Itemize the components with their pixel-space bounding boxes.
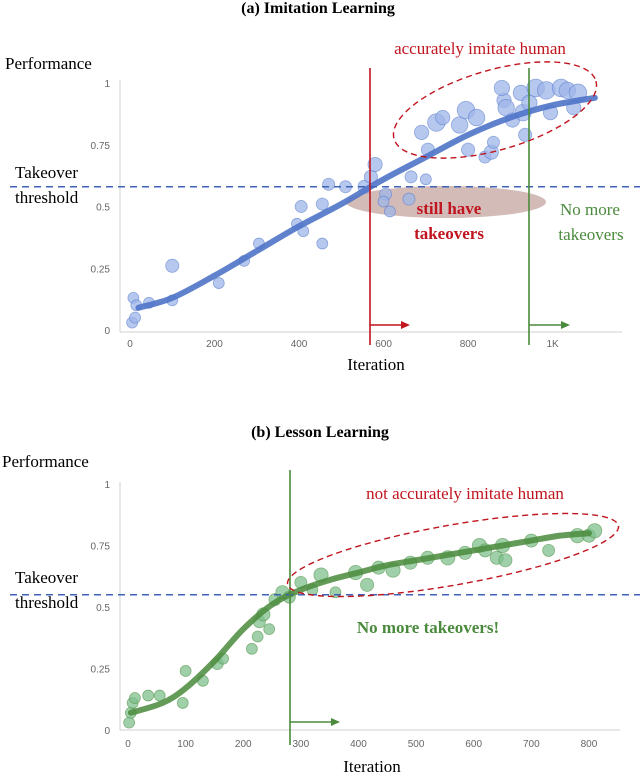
chart-b-x-tick-label: 500: [408, 739, 425, 750]
chart-a-point: [493, 79, 510, 97]
chart-a-y-tick-label: 0: [104, 326, 110, 337]
chart-a-title: (a) Imitation Learning: [241, 0, 395, 17]
chart-a-y-tick-labels: 0 0.25 0.5 0.75 1: [91, 79, 111, 337]
chart-a-cluster-ellipse: [392, 61, 598, 159]
chart-a-x-tick-label: 400: [291, 339, 308, 350]
chart-b-x-tick-label: 400: [350, 739, 367, 750]
chart-a-x-tick-label: 600: [375, 339, 392, 350]
chart-b-point: [251, 630, 264, 643]
chart-a-red-arrow: [370, 321, 410, 329]
chart-b-threshold-label-line1: Takeover: [15, 568, 78, 587]
chart-b-x-tick-labels: 0 100 200 300 400 500 600 700 800: [125, 739, 598, 750]
chart-b-title: (b) Lesson Learning: [251, 424, 389, 441]
chart-a-point: [129, 311, 141, 324]
chart-a-annotation-middle-line1: still have: [417, 199, 482, 218]
chart-b-point: [142, 689, 155, 702]
chart-b-cluster-ellipse: [286, 512, 620, 598]
chart-b-y-tick-label: 0.75: [91, 542, 111, 553]
chart-b-green-arrow: [290, 718, 340, 726]
chart-a-threshold-label-line2: threshold: [15, 188, 79, 207]
chart-a-y-tick-label: 0.5: [96, 203, 110, 214]
chart-a-annotation-right-line2: takeovers: [558, 225, 623, 244]
chart-a-point: [315, 197, 329, 211]
chart-a-point: [367, 156, 383, 173]
chart-b-y-tick-label: 0: [104, 726, 110, 737]
chart-a-point: [377, 195, 390, 208]
chart-b-x-tick-label: 100: [177, 739, 194, 750]
chart-a-takeover-shade: [346, 186, 546, 218]
chart-a-x-tick-label: 0: [127, 339, 133, 350]
chart-a-point: [384, 205, 396, 218]
chart-a-x-tick-label: 800: [460, 339, 477, 350]
chart-a-annotation-top: accurately imitate human: [394, 39, 566, 58]
chart-b-x-tick-label: 700: [523, 739, 540, 750]
chart-a-y-tick-label: 1: [104, 79, 110, 90]
chart-a-point: [322, 177, 336, 191]
chart-a-point: [402, 192, 416, 206]
chart-a-annotation-right-line1: No more: [560, 200, 620, 219]
chart-b-y-tick-label: 0.5: [96, 603, 110, 614]
chart-a-xlabel: Iteration: [347, 355, 405, 374]
chart-a-x-tick-label: 200: [206, 339, 223, 350]
chart-a-point: [435, 110, 451, 126]
chart-a-y-tick-label: 0.75: [91, 141, 111, 152]
chart-a-x-tick-labels: 0 200 400 600 800 1K: [127, 339, 559, 350]
chart-b-point: [129, 692, 141, 704]
chart-a-point: [486, 135, 500, 149]
panel-lesson-learning: (b) Lesson Learning Performance Takeover…: [2, 424, 640, 774]
chart-b-annotation-middle: No more takeovers!: [357, 618, 499, 637]
chart-b-point: [245, 642, 258, 655]
chart-b-x-tick-label: 300: [293, 739, 310, 750]
chart-b-point: [498, 553, 513, 568]
chart-b-point: [176, 697, 189, 709]
chart-a-point: [419, 173, 432, 186]
chart-a-x-tick-label: 1K: [546, 339, 559, 350]
chart-b-trend-line: [127, 530, 592, 716]
chart-b-x-tick-label: 600: [465, 739, 482, 750]
chart-a-y-tick-label: 0.25: [91, 264, 111, 275]
chart-a-green-arrow: [529, 321, 570, 329]
chart-b-x-tick-label: 800: [581, 739, 598, 750]
chart-b-point: [123, 716, 136, 729]
chart-b-x-tick-label: 0: [125, 739, 131, 750]
chart-a-trend-line: [135, 94, 598, 311]
chart-a-point: [414, 124, 430, 140]
panel-imitation-learning: (a) Imitation Learning Performance Takeo…: [5, 0, 640, 374]
chart-a-point: [294, 200, 308, 213]
chart-b-y-tick-label: 0.25: [91, 665, 111, 676]
chart-a-annotation-middle-line2: takeovers: [414, 224, 484, 243]
chart-a-point: [165, 258, 180, 273]
chart-a-point: [467, 108, 486, 127]
chart-a-point: [212, 277, 225, 289]
chart-b-point: [542, 543, 556, 557]
chart-a-point: [316, 237, 329, 250]
chart-a-points: [126, 78, 588, 329]
chart-b-point: [360, 577, 375, 592]
chart-b-x-tick-label: 200: [235, 739, 252, 750]
chart-a-threshold-label-line1: Takeover: [15, 163, 78, 182]
chart-b-annotation-top: not accurately imitate human: [366, 484, 564, 503]
chart-b-threshold-label-line2: threshold: [15, 593, 79, 612]
chart-b-ylabel: Performance: [2, 452, 89, 471]
chart-b-y-tick-labels: 0 0.25 0.5 0.75 1: [91, 480, 111, 737]
chart-a-point: [461, 142, 476, 157]
chart-a-ylabel: Performance: [5, 54, 92, 73]
chart-a-point: [404, 170, 418, 184]
chart-b-point: [179, 665, 192, 677]
chart-b-y-tick-label: 1: [104, 480, 110, 491]
chart-b-point: [263, 623, 276, 636]
chart-b-xlabel: Iteration: [343, 757, 401, 774]
